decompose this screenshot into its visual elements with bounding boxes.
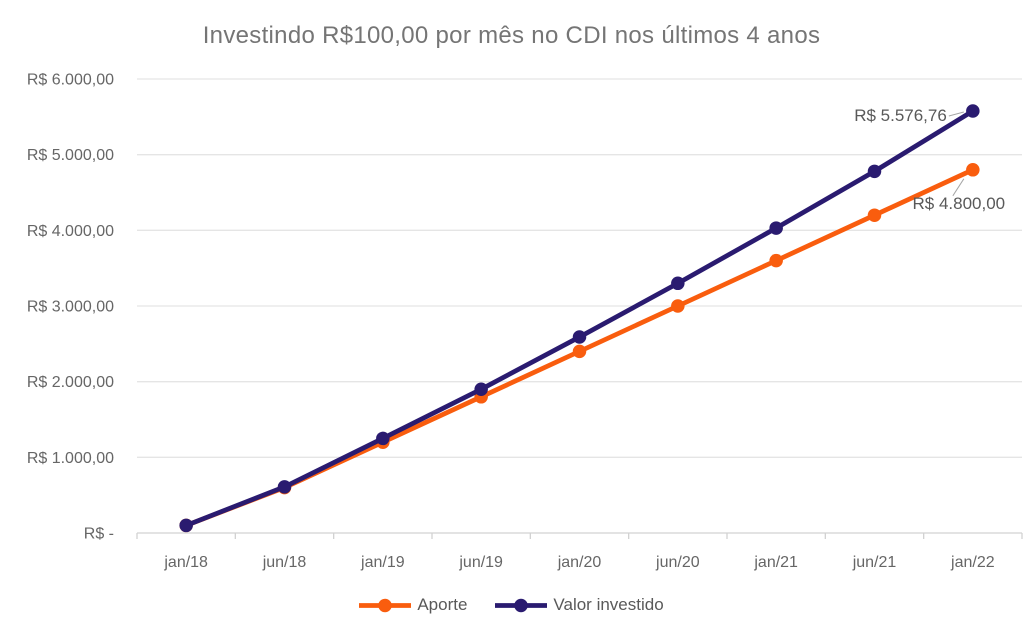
data-point-label: R$ 5.576,76 — [854, 106, 947, 125]
chart-title: Investindo R$100,00 por mês no CDI nos ú… — [202, 22, 821, 49]
data-point-marker — [867, 164, 882, 179]
data-point-marker — [474, 382, 488, 396]
legend-item-valor-investido: Valor investido — [495, 595, 664, 615]
legend-label: Valor investido — [553, 595, 664, 614]
legend-marker-icon — [359, 598, 412, 612]
x-axis-tick-label: jun/18 — [262, 554, 307, 571]
x-axis-tick-label: jan/21 — [753, 554, 798, 571]
data-point-marker — [769, 221, 783, 235]
data-label-leader-line — [948, 111, 964, 117]
x-axis-tick-label: jan/18 — [163, 554, 208, 571]
x-axis-tick-label: jun/21 — [852, 554, 897, 571]
y-axis-tick-label: R$ 4.000,00 — [27, 223, 114, 240]
series-line-valor-investido — [183, 108, 976, 528]
data-point-marker — [671, 299, 685, 313]
legend-item-aporte: Aporte — [359, 595, 467, 615]
x-axis-tick-label: jan/19 — [360, 554, 405, 571]
data-point-marker — [671, 276, 685, 291]
data-point-marker — [867, 208, 882, 222]
data-point-marker — [179, 518, 193, 533]
data-point-label: R$ 4.800,00 — [913, 194, 1006, 213]
y-axis-tick-label: R$ 5.000,00 — [27, 147, 114, 164]
y-axis-tick-label: R$ 2.000,00 — [27, 374, 114, 391]
legend: Aporte Valor investido — [0, 595, 1023, 615]
data-point-marker — [277, 480, 292, 494]
y-axis-tick-label: R$ 3.000,00 — [27, 299, 114, 316]
data-point-marker — [572, 330, 587, 344]
legend-label: Aporte — [417, 595, 468, 614]
data-point-marker — [376, 431, 390, 446]
data-point-marker — [966, 163, 980, 177]
x-axis-tick-label: jun/20 — [655, 554, 700, 571]
data-point-marker — [769, 253, 783, 268]
x-axis-tick-label: jan/22 — [950, 554, 995, 571]
data-point-marker — [966, 104, 980, 118]
x-axis-tick-label: jan/20 — [557, 554, 602, 571]
x-axis-tick-label: jun/19 — [458, 554, 503, 571]
data-label-leader-line — [952, 178, 965, 197]
y-axis-tick-label: R$ - — [84, 526, 114, 543]
y-axis-tick-label: R$ 6.000,00 — [27, 72, 114, 89]
legend-marker-icon — [495, 598, 548, 612]
y-axis-tick-label: R$ 1.000,00 — [27, 450, 114, 467]
data-point-marker — [572, 344, 587, 359]
